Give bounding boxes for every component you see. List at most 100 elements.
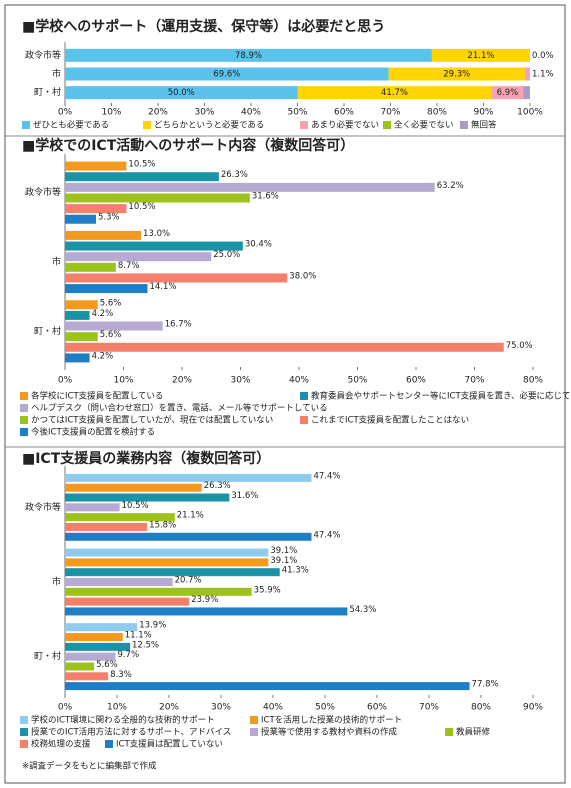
value-label: 0.0%	[532, 51, 554, 61]
bar	[65, 607, 348, 616]
value-label: 38.0%	[289, 271, 316, 281]
bar-segment	[65, 48, 432, 62]
value-label: 16.7%	[165, 320, 192, 330]
bar	[65, 623, 138, 632]
x-tick-label: 40%	[241, 108, 261, 118]
x-tick-label: 80%	[427, 108, 447, 118]
x-tick-label: 40%	[263, 703, 283, 713]
legend-swatch	[383, 121, 391, 129]
bar-segment	[297, 86, 492, 100]
value-label: 4.2%	[92, 309, 114, 319]
value-label: 5.6%	[96, 660, 118, 670]
category-label: 政令市等	[25, 49, 61, 61]
x-tick-label: 30%	[230, 376, 250, 386]
legend-swatch	[300, 416, 308, 424]
bar	[65, 284, 148, 294]
value-label: 54.3%	[349, 605, 376, 615]
bar	[65, 332, 98, 342]
value-label: 14.1%	[149, 282, 176, 292]
bar	[65, 513, 175, 522]
bar-segment	[431, 48, 530, 62]
value-label: 10.5%	[128, 160, 155, 170]
bar	[65, 652, 116, 661]
x-tick-label: 40%	[289, 376, 309, 386]
bar	[65, 353, 90, 363]
value-label: 25.0%	[213, 250, 240, 260]
x-tick-label: 90%	[523, 703, 543, 713]
bar	[65, 568, 280, 577]
bar	[65, 522, 148, 531]
value-label: 9.7%	[117, 650, 139, 660]
legend-swatch	[250, 716, 258, 724]
bar	[65, 161, 127, 171]
x-tick-label: 0%	[58, 376, 73, 386]
legend-label: 今後ICT支援員の配置を検討する	[31, 427, 155, 438]
legend-label: 授業でのICT活用方法に対するサポート、アドバイス	[31, 727, 231, 738]
legend-swatch	[460, 121, 468, 129]
value-label: 47.4%	[313, 471, 340, 481]
bar	[65, 230, 142, 240]
bar	[65, 682, 470, 691]
x-tick-label: 60%	[367, 703, 387, 713]
value-label: 10.5%	[122, 501, 149, 511]
chart-title: ■ICT支援員の業務内容（複数回答可）	[22, 450, 270, 467]
x-tick-label: 100%	[517, 108, 543, 118]
category-label: 町・村	[34, 86, 61, 98]
bar	[65, 642, 130, 651]
value-label: 50.0%	[168, 88, 195, 98]
category-label: 市	[52, 576, 61, 588]
value-label: 77.8%	[472, 680, 499, 690]
value-label: 31.6%	[252, 191, 279, 201]
bar	[65, 483, 202, 492]
legend-label: これまでICT支援員を配置したことはない	[311, 415, 469, 426]
value-label: 31.6%	[231, 491, 258, 501]
value-label: 13.0%	[143, 229, 170, 239]
x-tick-label: 30%	[194, 108, 214, 118]
x-tick-label: 10%	[101, 108, 121, 118]
legend-label: 校務処理の支援	[31, 739, 91, 750]
value-label: 8.7%	[118, 261, 140, 271]
x-tick-label: 0%	[58, 703, 73, 713]
bar	[65, 558, 269, 567]
value-label: 23.9%	[191, 595, 218, 605]
legend-swatch	[143, 121, 151, 129]
value-label: 13.9%	[139, 621, 166, 631]
legend-label: 授業等で使用する教材や資料の作成	[261, 727, 398, 738]
bar	[65, 182, 435, 192]
x-tick-label: 80%	[523, 376, 543, 386]
bar	[65, 241, 243, 251]
value-label: 26.3%	[221, 170, 248, 180]
x-tick-label: 70%	[464, 376, 484, 386]
chart-title: ■学校でのICT活動へのサポート内容（複数回答可）	[22, 137, 354, 154]
value-label: 11.1%	[125, 631, 152, 641]
bar	[65, 587, 252, 596]
legend-label: 各学校にICT支援員を配置している	[31, 391, 163, 402]
legend-swatch	[300, 121, 308, 129]
x-tick-label: 10%	[113, 376, 133, 386]
bar-segment	[65, 67, 389, 81]
bar-segment	[523, 86, 530, 100]
legend-label: ICTを活用した授業の技術的サポート	[261, 715, 402, 726]
legend-label: どちらかというと必要である	[154, 120, 264, 131]
category-label: 町・村	[34, 650, 61, 662]
x-tick-label: 90%	[473, 108, 493, 118]
bar	[65, 473, 312, 482]
x-tick-label: 80%	[471, 703, 491, 713]
value-label: 10.5%	[128, 202, 155, 212]
legend-swatch	[445, 728, 453, 736]
x-tick-label: 30%	[211, 703, 231, 713]
bar	[65, 310, 90, 320]
value-label: 75.0%	[506, 341, 533, 351]
legend-label: 全く必要でない	[394, 120, 454, 131]
value-label: 5.6%	[100, 298, 122, 308]
bar	[65, 172, 219, 182]
value-label: 15.8%	[149, 520, 176, 530]
value-label: 63.2%	[437, 181, 464, 191]
x-tick-label: 50%	[347, 376, 367, 386]
value-label: 41.3%	[282, 566, 309, 576]
value-label: 21.1%	[467, 51, 494, 61]
category-label: 町・村	[34, 325, 61, 337]
legend-label: 無回答	[471, 120, 497, 131]
value-label: 5.3%	[98, 213, 120, 223]
